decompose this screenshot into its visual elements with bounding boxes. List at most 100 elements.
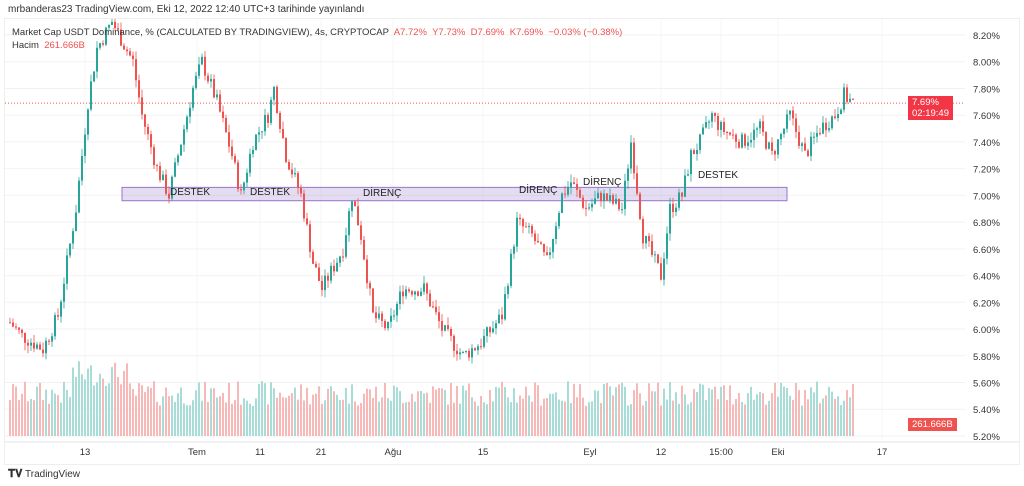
volume-bar [171,395,173,436]
tv-logo-icon: 𝐓𝐕 [8,468,23,480]
symbol-title[interactable]: Market Cap USDT Dominance, % (CALCULATED… [12,27,389,38]
volume-bar [69,397,71,436]
volume-bar [852,384,854,436]
volume-bar [309,404,311,436]
volume-bar [837,396,839,436]
y-tick-label: 6.60% [973,245,1000,256]
candle [351,201,353,212]
volume-bar [117,377,119,436]
candle [69,243,71,256]
annotation-destek[interactable]: DESTEK [250,187,291,198]
candle [243,182,245,191]
volume-bar [501,381,503,436]
chart-frame[interactable]: 8.20% 8.00% 7.80% 7.60% 7.40% 7.20% 7.00% 6.80%… [4,18,1020,465]
candle [594,198,596,204]
volume-bar [624,386,626,436]
candle [837,114,839,119]
candle [456,350,458,355]
candle [504,294,506,320]
y-tick-label: 5.80% [973,352,1000,363]
candle [603,193,605,202]
candle [99,43,101,48]
candle [624,180,626,210]
volume-bar [510,402,512,436]
volume-bar [204,381,206,436]
candle [198,64,200,76]
annotation-direnc[interactable]: DİRENÇ [363,188,402,199]
candle [480,346,482,348]
volume-bar [831,391,833,436]
price-chart[interactable]: 8.20% 8.00% 7.80% 7.60% 7.40% 7.20% 7.00% 6.80%… [5,19,1019,464]
candle [231,146,233,157]
x-tick-label: 11 [255,447,265,458]
volume-bar [405,402,407,436]
candle [282,128,284,139]
candle [75,212,77,232]
volume-bar [645,400,647,436]
candle [33,342,35,349]
volume-bar [468,383,470,436]
candle [315,263,317,268]
candle [216,94,218,98]
volume-bar [12,384,14,436]
volume-bar [402,403,404,436]
volume-bar [660,405,662,436]
candle [540,242,542,244]
annotation-destek[interactable]: DESTEK [170,187,211,198]
x-tick-label: 12 [656,447,667,458]
volume-bar [18,400,20,436]
candle [42,349,44,354]
volume-bar [423,393,425,436]
candle [72,231,74,244]
candle [87,109,89,135]
volume-bar [798,390,800,436]
candle [627,168,629,181]
candle [375,312,377,319]
candle [615,198,617,204]
y-tick-label: 7.60% [973,111,1000,122]
x-tick-label: 13 [80,447,91,458]
volume-bar [564,401,566,436]
candle [225,117,227,133]
candle [717,115,719,130]
volume-bar [120,384,122,436]
annotation-destek[interactable]: DESTEK [698,170,739,181]
candle [432,306,434,308]
volume-bar [459,403,461,436]
candle [360,225,362,240]
candle [357,206,359,226]
candle [756,128,758,130]
volume-bar [786,388,788,436]
candle [714,113,716,116]
candle [294,173,296,175]
volume-bar [30,398,32,436]
candle [150,134,152,148]
volume-bar [9,399,11,436]
volume-bar [81,374,83,436]
volume-bar [366,388,368,436]
y-tick-label: 5.20% [973,432,1000,443]
candle [321,280,323,291]
candle [348,211,350,236]
price-tag: 7.69% 02:19:49 [908,96,953,120]
candle [189,107,191,117]
candle [420,291,422,296]
volume-bar [762,393,764,436]
volume-bar [729,385,731,436]
volume-bar [717,399,719,436]
x-tick-label: Eki [771,447,784,458]
candle [54,315,56,337]
candle [606,193,608,201]
volume-bar [381,397,383,436]
volume-bar [738,392,740,436]
annotation-direnc[interactable]: DİRENÇ [583,177,622,188]
candle [732,134,734,136]
candle [171,176,173,199]
annotation-direnc[interactable]: DİRENÇ [519,185,558,196]
y-tick-label: 7.00% [973,191,1000,202]
candle [273,86,275,100]
volume-bar [99,373,101,436]
candle [834,116,836,119]
volume-bar [288,395,290,436]
tradingview-logo[interactable]: 𝐓𝐕 TradingView [8,468,80,481]
